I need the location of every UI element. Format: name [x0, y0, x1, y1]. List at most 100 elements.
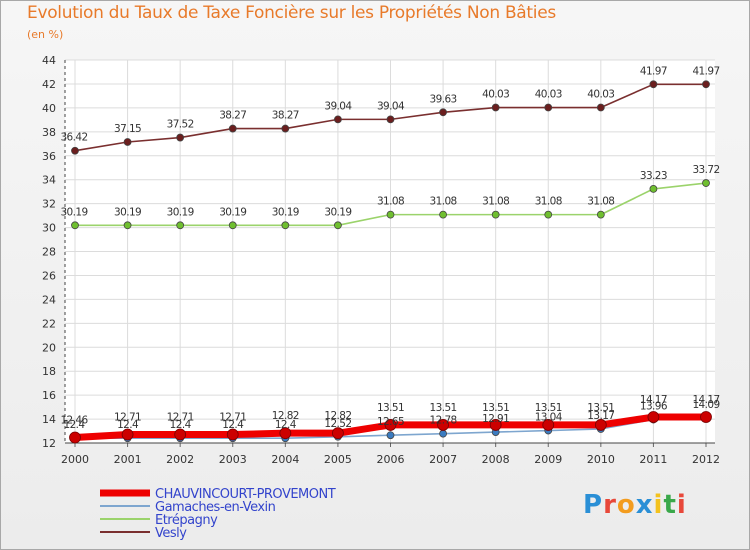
data-point [596, 210, 605, 219]
data-point [544, 210, 553, 219]
data-label: 12.82 [324, 410, 351, 422]
data-label: 12.65 [377, 416, 404, 428]
data-label: 31.08 [587, 196, 614, 208]
data-label: 12.71 [167, 412, 194, 424]
x-tick-label: 2005 [324, 453, 352, 466]
y-tick-label: 22 [42, 317, 56, 330]
y-axis-unit: (en %) [27, 28, 64, 41]
data-label: 13.51 [377, 402, 404, 414]
logo-letter: i [676, 490, 687, 520]
data-label: 40.03 [587, 89, 614, 101]
data-label: 12.52 [324, 418, 351, 430]
y-tick-label: 26 [42, 269, 56, 282]
data-point [176, 133, 185, 142]
data-label: 12.71 [114, 412, 141, 424]
x-tick-label: 2007 [429, 453, 457, 466]
data-label: 40.03 [482, 89, 509, 101]
data-label: 13.96 [640, 401, 668, 413]
data-point [123, 138, 132, 146]
data-point [437, 419, 449, 431]
data-label: 14.17 [640, 394, 667, 406]
data-label: 33.72 [692, 164, 719, 176]
data-point [386, 115, 395, 124]
y-tick-label: 16 [42, 389, 56, 402]
y-tick-label: 14 [42, 413, 56, 426]
logo-letter: o [616, 490, 636, 520]
data-label: 39.04 [377, 100, 405, 112]
data-label: 39.04 [324, 100, 352, 112]
y-tick-label: 34 [42, 174, 56, 187]
x-tick-label: 2010 [587, 453, 615, 466]
data-label: 41.97 [692, 65, 719, 77]
data-label: 31.08 [535, 196, 562, 208]
x-tick-label: 2012 [692, 453, 720, 466]
data-label: 30.19 [272, 206, 299, 218]
data-label: 13.51 [482, 402, 509, 414]
data-label: 12.82 [272, 410, 299, 422]
data-point [491, 103, 500, 112]
data-label: 38.27 [272, 110, 299, 122]
data-label: 37.15 [114, 123, 141, 135]
data-label: 37.52 [167, 119, 194, 131]
x-tick-label: 2001 [114, 453, 142, 466]
data-point [647, 411, 660, 423]
data-point [121, 428, 134, 441]
data-point [491, 210, 500, 219]
data-point [544, 103, 553, 112]
data-point [384, 419, 397, 431]
y-tick-label: 20 [42, 341, 56, 354]
data-point [228, 124, 237, 133]
data-label: 30.19 [167, 206, 194, 218]
data-point [174, 428, 187, 441]
legend-label: CHAUVINCOURT-PROVEMONT [155, 487, 336, 502]
data-point [594, 419, 607, 431]
data-point [332, 427, 344, 440]
data-point [71, 146, 79, 155]
data-label: 12.78 [430, 415, 457, 427]
x-tick-label: 2002 [166, 453, 194, 466]
x-tick-label: 2000 [61, 453, 89, 466]
data-label: 30.19 [60, 206, 87, 218]
data-label: 12.71 [219, 412, 246, 424]
y-tick-label: 28 [42, 246, 56, 259]
data-point [281, 124, 290, 133]
data-label: 12.4 [222, 419, 244, 431]
y-tick-label: 30 [42, 222, 56, 235]
data-point [386, 210, 395, 219]
data-label: 13.51 [430, 402, 457, 414]
chart-title: Evolution du Taux de Taxe Foncière sur l… [27, 3, 556, 23]
data-point [176, 221, 185, 230]
y-tick-label: 32 [42, 198, 56, 211]
data-point [649, 80, 658, 89]
data-point [596, 103, 605, 112]
data-point [334, 115, 342, 124]
data-point [700, 411, 712, 423]
data-label: 12.4 [117, 419, 139, 431]
logo-letter: x [635, 490, 654, 520]
data-label: 12.46 [60, 414, 88, 426]
data-label: 31.08 [377, 196, 404, 208]
data-point [69, 431, 81, 444]
y-tick-label: 36 [42, 150, 56, 163]
logo-letter: t [663, 490, 677, 520]
x-tick-label: 2006 [377, 453, 405, 466]
data-label: 12.4 [275, 419, 297, 431]
data-labels: 36.42 37.15 37.52 38.27 38.27 39.04 39.04 39.63… [60, 65, 720, 431]
y-tick-label: 42 [42, 78, 56, 91]
data-point [649, 185, 658, 193]
data-point [489, 419, 502, 431]
data-point [702, 80, 710, 89]
y-tick-label: 44 [42, 54, 56, 67]
data-label: 36.42 [60, 132, 87, 144]
data-point [439, 210, 447, 219]
data-point [702, 179, 710, 187]
legend-label: Vesly [155, 526, 187, 541]
y-tick-label: 24 [42, 293, 56, 306]
data-label: 12.91 [482, 413, 509, 425]
data-label: 30.19 [114, 206, 141, 218]
data-label: 33.23 [640, 170, 667, 182]
data-label: 38.27 [219, 110, 246, 122]
data-point [334, 221, 342, 230]
x-tick-label: 2003 [219, 453, 247, 466]
